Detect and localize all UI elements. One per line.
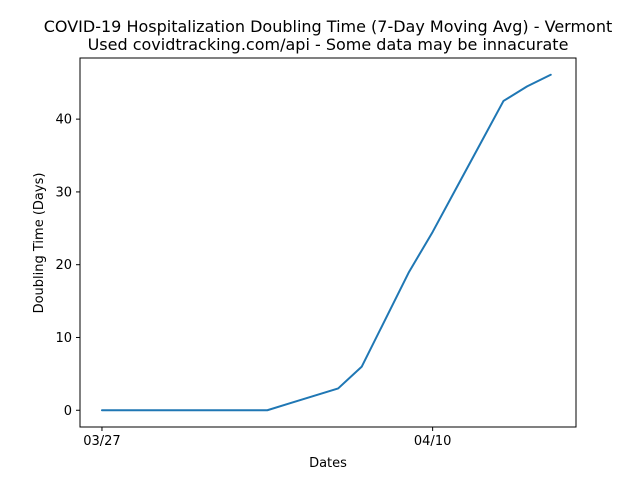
axes-frame (79, 57, 577, 428)
y-tick-label-1: 10 (55, 331, 72, 346)
x-tick-label-1: 04/10 (414, 434, 451, 449)
x-axis-label: Dates (309, 456, 347, 471)
y-tick-label-3: 30 (55, 185, 72, 200)
plot-area: 0 10 20 30 40 03/27 04/10 (55, 57, 577, 449)
series-line-0 (100, 73, 552, 412)
y-tick-label-4: 40 (55, 113, 72, 128)
y-axis-label: Doubling Time (Days) (32, 173, 47, 314)
chart-title: COVID-19 Hospitalization Doubling Time (… (44, 17, 613, 36)
x-tick-label-0: 03/27 (83, 434, 120, 449)
y-tick-label-0: 0 (64, 404, 72, 419)
y-tick-label-2: 20 (55, 258, 72, 273)
chart-subtitle: Used covidtracking.com/api - Some data m… (88, 35, 569, 54)
